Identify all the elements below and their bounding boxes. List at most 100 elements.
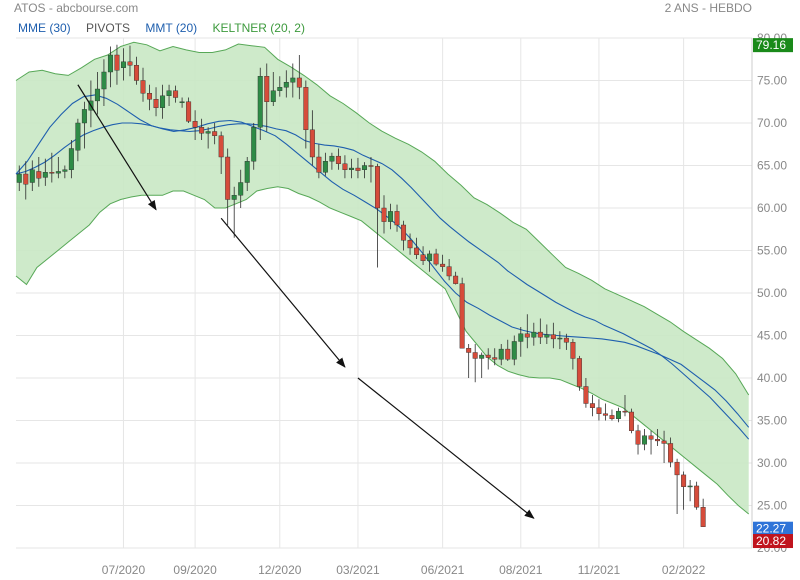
candle[interactable] (570, 338, 576, 370)
candle[interactable] (635, 424, 641, 455)
candle[interactable] (433, 248, 439, 266)
candle[interactable] (700, 498, 706, 527)
candle[interactable] (427, 250, 433, 272)
candle[interactable] (62, 165, 68, 179)
candle[interactable] (642, 429, 648, 451)
candle[interactable] (531, 322, 537, 346)
candle[interactable] (472, 344, 478, 383)
candle[interactable] (81, 101, 87, 149)
candle[interactable] (134, 56, 139, 85)
candle[interactable] (498, 344, 504, 366)
candle[interactable] (244, 157, 250, 191)
period-label[interactable]: 2 ANS - HEBDO (664, 1, 752, 15)
candle[interactable] (101, 59, 107, 106)
candle[interactable] (120, 48, 126, 81)
candle[interactable] (550, 322, 556, 349)
legend-mmt[interactable]: MMT (20) (145, 21, 198, 35)
candle[interactable] (368, 157, 374, 183)
candle[interactable] (114, 44, 120, 85)
candle[interactable] (544, 324, 550, 344)
candle[interactable] (407, 233, 413, 255)
candle[interactable] (479, 352, 485, 379)
candle[interactable] (218, 131, 224, 175)
candle[interactable] (629, 408, 634, 434)
candle[interactable] (596, 399, 602, 421)
legend-mme[interactable]: MME (30) (18, 21, 71, 35)
candle[interactable] (602, 403, 608, 421)
candle[interactable] (655, 429, 661, 446)
candle[interactable] (160, 84, 166, 119)
candle[interactable] (348, 158, 354, 179)
candle[interactable] (466, 344, 472, 378)
candle[interactable] (212, 123, 218, 145)
candle[interactable] (375, 163, 380, 268)
candle[interactable] (648, 430, 654, 455)
candle[interactable] (440, 254, 446, 272)
candle[interactable] (583, 378, 589, 408)
candle[interactable] (49, 152, 55, 183)
candle[interactable] (29, 160, 35, 191)
candle[interactable] (687, 480, 693, 502)
candle[interactable] (537, 318, 543, 345)
candle[interactable] (446, 259, 452, 281)
candle[interactable] (277, 76, 283, 97)
candle[interactable] (127, 45, 133, 77)
candle[interactable] (225, 148, 231, 226)
candle[interactable] (524, 314, 530, 349)
candle[interactable] (668, 437, 674, 468)
candle[interactable] (283, 70, 289, 98)
candle[interactable] (589, 395, 595, 417)
candle[interactable] (615, 407, 621, 423)
candle[interactable] (238, 169, 244, 208)
candle[interactable] (401, 220, 407, 251)
candle[interactable] (270, 72, 276, 106)
candle[interactable] (661, 430, 667, 463)
candle[interactable] (485, 348, 491, 370)
candle[interactable] (23, 161, 29, 200)
candle[interactable] (147, 84, 153, 111)
candle[interactable] (492, 348, 498, 366)
candle[interactable] (173, 85, 179, 103)
candle[interactable] (459, 277, 465, 349)
candle[interactable] (329, 152, 335, 170)
candle[interactable] (511, 335, 517, 366)
candle[interactable] (309, 110, 315, 166)
candle[interactable] (322, 152, 328, 176)
candle[interactable] (68, 140, 74, 179)
candle[interactable] (381, 195, 387, 234)
candle[interactable] (609, 409, 615, 421)
candle[interactable] (140, 67, 146, 102)
candle[interactable] (186, 97, 192, 124)
candle[interactable] (75, 118, 81, 162)
candle[interactable] (674, 458, 680, 514)
candle[interactable] (518, 327, 524, 357)
candle[interactable] (296, 55, 302, 100)
candle[interactable] (264, 63, 270, 132)
candle[interactable] (681, 471, 687, 510)
candle[interactable] (153, 87, 159, 117)
legend-keltner[interactable]: KELTNER (20, 2) (212, 21, 305, 35)
candle[interactable] (557, 331, 563, 350)
candle[interactable] (290, 63, 296, 98)
candle[interactable] (205, 127, 211, 149)
candle[interactable] (36, 157, 42, 187)
candle[interactable] (192, 110, 198, 140)
candle[interactable] (361, 162, 367, 179)
candle[interactable] (355, 157, 361, 179)
candle[interactable] (251, 123, 257, 170)
candle[interactable] (55, 157, 61, 179)
legend-pivots[interactable]: PIVOTS (86, 21, 131, 35)
candle[interactable] (316, 144, 322, 179)
candle[interactable] (453, 271, 459, 285)
candle[interactable] (94, 72, 100, 115)
candle[interactable] (16, 165, 22, 192)
candle[interactable] (303, 80, 309, 149)
candle[interactable] (622, 395, 628, 417)
candle[interactable] (199, 118, 205, 140)
candle[interactable] (166, 84, 172, 106)
candle[interactable] (179, 97, 185, 108)
candle[interactable] (42, 158, 48, 186)
candle[interactable] (388, 203, 393, 230)
candle[interactable] (342, 155, 348, 179)
